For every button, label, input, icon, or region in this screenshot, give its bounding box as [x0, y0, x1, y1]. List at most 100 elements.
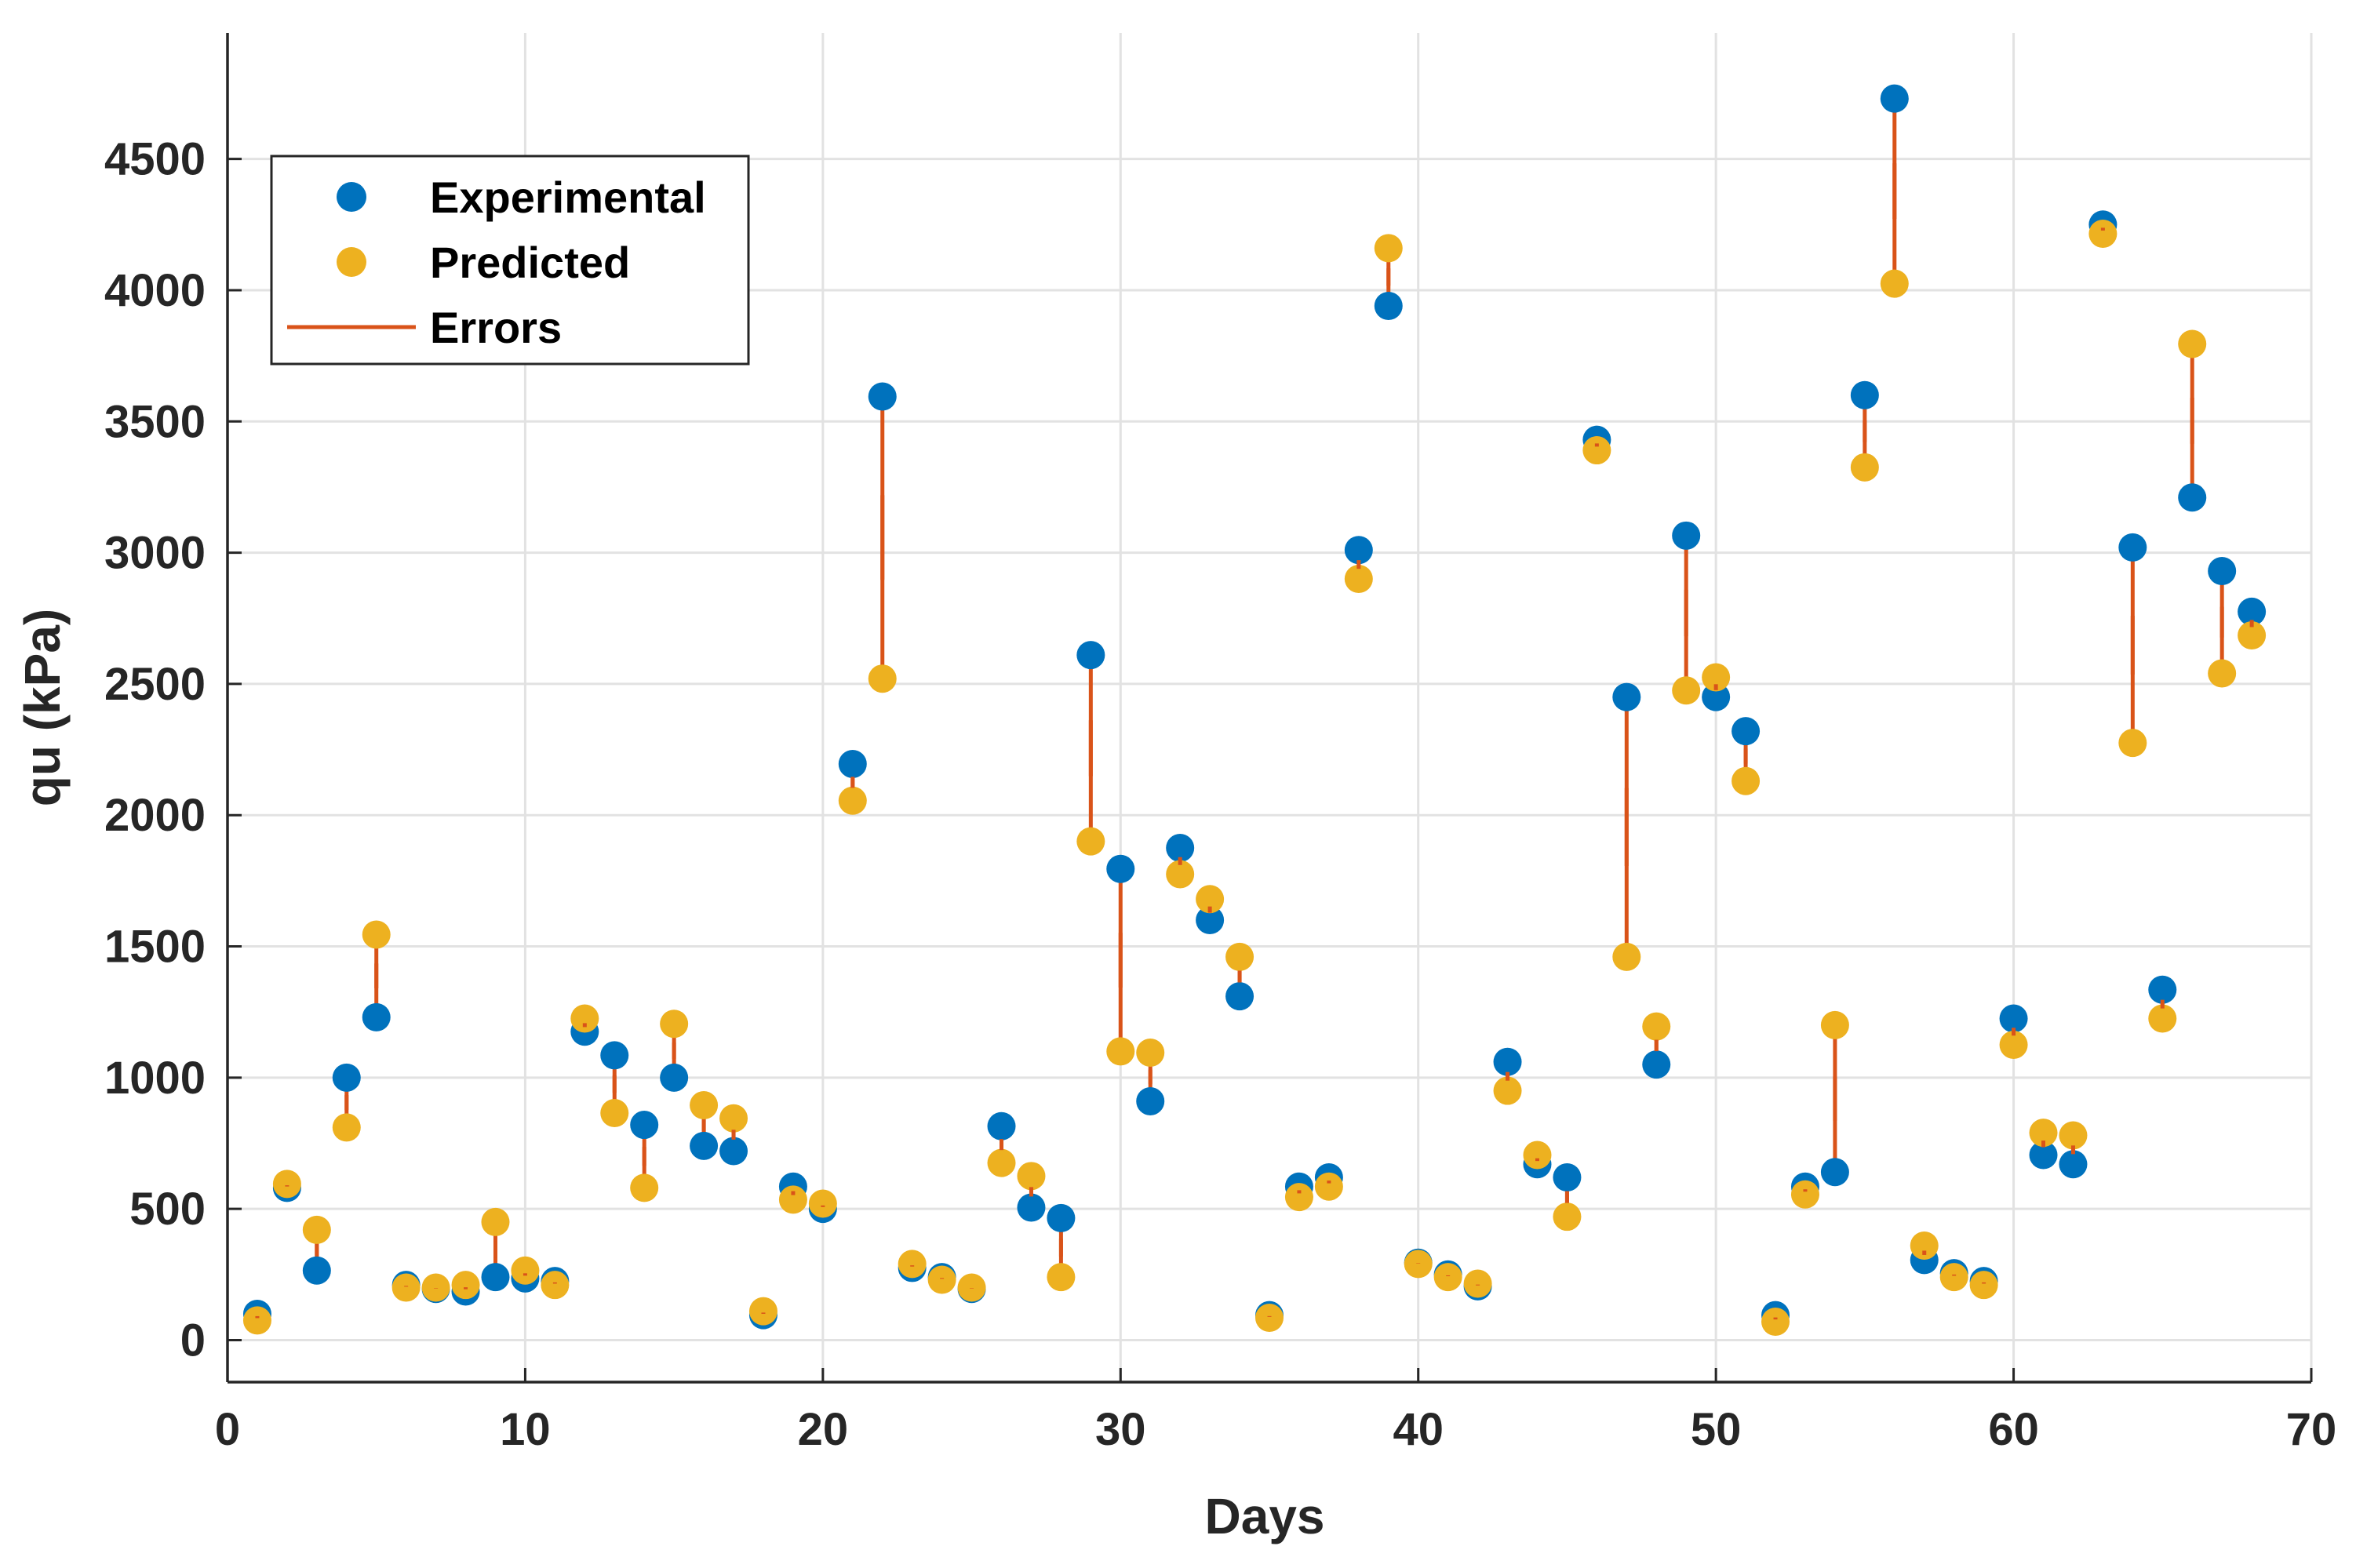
x-tick-label: 20 — [798, 1404, 849, 1455]
grid-lines — [228, 33, 2313, 1382]
y-axis-label: qu (kPa) — [14, 609, 71, 806]
predicted-point — [1433, 1263, 1462, 1292]
experimental-point — [1999, 1004, 2028, 1033]
predicted-point — [1790, 1180, 1819, 1209]
y-tick-label: 3500 — [104, 396, 206, 447]
experimental-point — [838, 749, 867, 778]
predicted-point — [1374, 234, 1403, 263]
predicted-point — [1255, 1304, 1284, 1333]
predicted-point — [1404, 1250, 1433, 1279]
predicted-series — [242, 163, 2267, 1337]
predicted-point — [451, 1271, 480, 1300]
experimental-point — [1076, 641, 1105, 670]
predicted-point — [332, 1113, 361, 1142]
predicted-point — [868, 664, 897, 693]
x-tick-label: 50 — [1691, 1404, 1742, 1455]
legend-experimental-label: Experimental — [430, 173, 706, 222]
experimental-point — [690, 1131, 719, 1160]
experimental-point — [1553, 1162, 1582, 1191]
legend-predicted-label: Predicted — [430, 238, 630, 287]
predicted-point — [2088, 219, 2117, 248]
predicted-point — [719, 1104, 748, 1133]
predicted-point — [778, 1185, 807, 1214]
predicted-point — [1553, 1202, 1582, 1231]
x-tick-label: 30 — [1095, 1404, 1146, 1455]
predicted-point — [1284, 1183, 1313, 1212]
y-tick-label: 500 — [129, 1184, 206, 1235]
predicted-point — [1463, 1269, 1492, 1298]
predicted-point — [242, 1306, 271, 1335]
predicted-point — [1523, 1141, 1552, 1170]
predicted-point — [1999, 1031, 2028, 1059]
predicted-point — [898, 1250, 927, 1279]
predicted-point — [511, 1256, 540, 1285]
legend-errors-label: Errors — [430, 303, 562, 352]
experimental-point — [987, 1111, 1016, 1141]
predicted-point — [660, 1010, 689, 1039]
experimental-point — [600, 1041, 629, 1070]
predicted-point — [1969, 1271, 1998, 1300]
predicted-point — [1166, 860, 1195, 889]
predicted-point — [1910, 1231, 1939, 1260]
predicted-point — [1939, 1263, 1968, 1292]
y-tick-label: 2500 — [104, 659, 206, 710]
predicted-point — [1047, 1263, 1076, 1292]
experimental-point — [1731, 717, 1761, 746]
predicted-point — [1493, 1076, 1522, 1105]
experimental-point — [1166, 834, 1195, 863]
experimental-point — [1880, 84, 1909, 113]
predicted-point — [362, 920, 391, 949]
predicted-point — [1820, 1010, 1849, 1039]
predicted-point — [1106, 1037, 1135, 1066]
predicted-point — [481, 1207, 510, 1236]
predicted-point — [1225, 942, 1254, 971]
predicted-point — [838, 786, 867, 815]
predicted-point — [391, 1273, 421, 1302]
experimental-point — [481, 1263, 510, 1292]
experimental-point — [2148, 975, 2177, 1004]
predicted-point — [957, 1273, 986, 1302]
x-tick-label: 10 — [500, 1404, 551, 1455]
y-tick-label: 1000 — [104, 1053, 206, 1104]
predicted-point — [630, 1173, 659, 1202]
experimental-point — [1702, 682, 1731, 711]
predicted-point — [1731, 766, 1761, 795]
experimental-point — [1374, 292, 1403, 321]
predicted-point — [1196, 885, 1225, 914]
experimental-point — [630, 1111, 659, 1140]
experimental-point — [1344, 536, 1373, 565]
y-tick-label: 4500 — [104, 134, 206, 185]
predicted-point — [600, 1099, 629, 1128]
predicted-point — [2059, 1121, 2088, 1150]
experimental-point — [1225, 982, 1254, 1011]
predicted-point — [808, 1189, 837, 1218]
predicted-point — [1344, 565, 1373, 594]
predicted-point — [1761, 1308, 1790, 1337]
experimental-point — [719, 1137, 748, 1166]
experimental-point — [660, 1063, 689, 1092]
y-tick-label: 0 — [180, 1315, 206, 1366]
predicted-point — [421, 1273, 450, 1302]
predicted-point — [2178, 329, 2207, 358]
predicted-point — [2148, 1004, 2177, 1033]
predicted-point — [1642, 1012, 1671, 1041]
y-tick-labels: 0 500 1000 1500 2000 2500 3000 3500 4000 4500 — [104, 134, 206, 1366]
experimental-point — [1106, 854, 1135, 883]
predicted-point — [2238, 620, 2267, 649]
x-tick-labels: 0 10 20 30 40 50 60 70 — [215, 1404, 2336, 1455]
predicted-point — [987, 1148, 1016, 1177]
x-tick-label: 40 — [1393, 1404, 1444, 1455]
predicted-point — [2118, 729, 2147, 758]
experimental-point — [1047, 1203, 1076, 1232]
axes — [226, 33, 2313, 1384]
x-axis-label: Days — [1205, 1488, 1325, 1544]
predicted-point — [1880, 269, 1909, 298]
predicted-point — [1612, 942, 1641, 971]
experimental-point — [2118, 533, 2147, 562]
experimental-point — [1017, 1193, 1046, 1222]
x-tick-label: 0 — [215, 1404, 240, 1455]
legend-experimental-marker — [337, 182, 366, 212]
experimental-point — [302, 1256, 331, 1285]
experimental-point — [2029, 1141, 2058, 1170]
predicted-point — [1017, 1162, 1046, 1191]
